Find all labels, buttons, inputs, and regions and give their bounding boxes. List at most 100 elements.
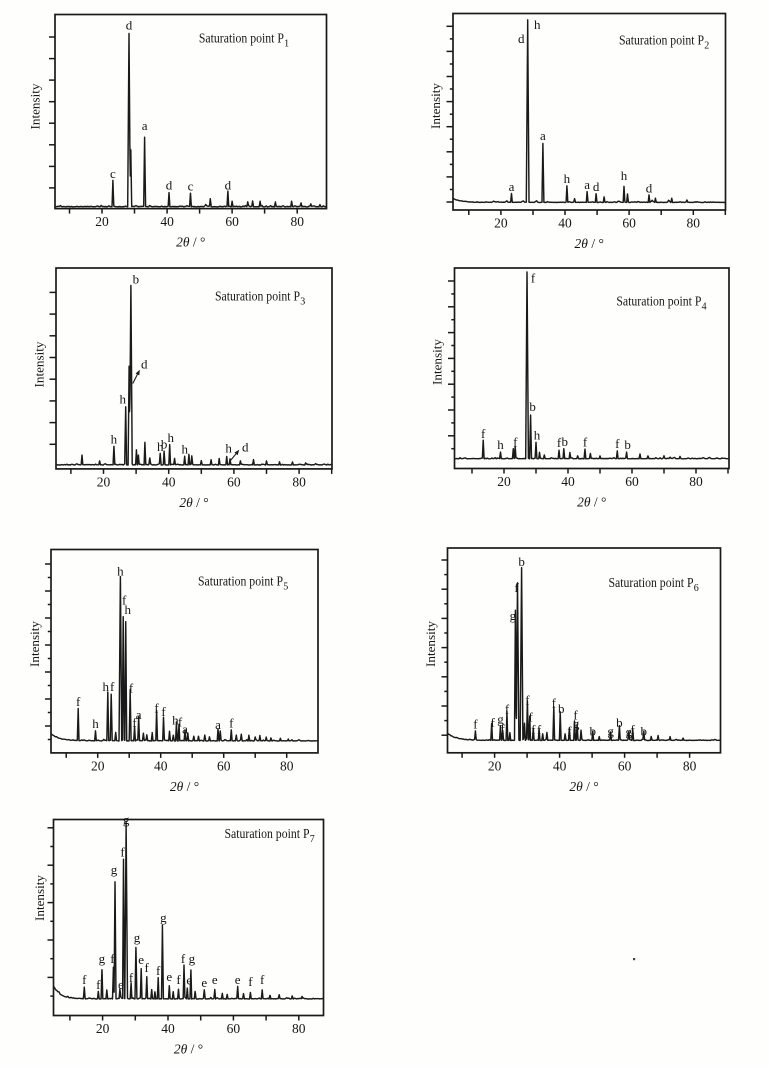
svg-text:c: c [110, 166, 116, 181]
svg-text:Intensity: Intensity [429, 82, 443, 129]
svg-text:f: f [501, 722, 506, 737]
svg-text:f: f [181, 951, 186, 966]
svg-text:g: g [626, 724, 633, 739]
svg-text:Saturation point P: Saturation point P [199, 31, 284, 46]
svg-text:40: 40 [154, 758, 168, 773]
svg-text:f: f [82, 972, 87, 987]
svg-text:b: b [590, 724, 597, 739]
svg-text:f: f [145, 960, 150, 975]
svg-text:f: f [525, 693, 530, 708]
svg-text:h: h [157, 439, 164, 454]
svg-text:d: d [126, 18, 133, 33]
svg-text:a: a [136, 707, 142, 722]
svg-text:2θ / °: 2θ / ° [577, 495, 606, 510]
svg-text:2: 2 [704, 40, 709, 51]
svg-text:g: g [607, 724, 614, 739]
svg-text:2θ / °: 2θ / ° [170, 779, 199, 794]
svg-text:h: h [534, 428, 541, 443]
svg-text:d: d [242, 440, 249, 455]
svg-text:b: b [616, 715, 623, 730]
svg-text:h: h [172, 713, 179, 728]
svg-text:d: d [141, 357, 148, 372]
svg-text:g: g [189, 951, 196, 966]
svg-text:e: e [166, 969, 172, 984]
svg-text:40: 40 [160, 214, 174, 229]
svg-text:d: d [593, 179, 600, 194]
svg-text:20: 20 [97, 474, 111, 489]
svg-text:f: f [76, 694, 81, 709]
svg-text:f: f [176, 972, 181, 987]
svg-text:20: 20 [488, 758, 502, 773]
svg-text:f: f [473, 716, 478, 731]
svg-text:h: h [225, 441, 232, 456]
svg-text:80: 80 [290, 214, 304, 229]
svg-text:6: 6 [694, 583, 699, 594]
svg-text:f: f [531, 722, 536, 737]
svg-text:40: 40 [162, 474, 176, 489]
svg-text:h: h [497, 437, 504, 452]
svg-text:b: b [161, 436, 168, 451]
svg-text:f: f [156, 963, 161, 978]
svg-text:1: 1 [284, 38, 289, 49]
svg-text:a: a [509, 179, 515, 194]
svg-text:f: f [583, 434, 588, 449]
svg-text:e: e [212, 972, 218, 987]
svg-text:g: g [497, 712, 504, 727]
svg-text:f: f [122, 593, 127, 608]
svg-text:d: d [225, 177, 232, 192]
svg-text:20: 20 [96, 1021, 110, 1036]
svg-text:h: h [564, 171, 571, 186]
svg-text:f: f [248, 974, 253, 989]
svg-text:g: g [123, 812, 130, 827]
svg-text:f: f [514, 580, 519, 595]
svg-text:f: f [161, 704, 166, 719]
svg-text:40: 40 [161, 1021, 175, 1036]
svg-text:f: f [529, 710, 534, 725]
svg-text:Saturation point P: Saturation point P [225, 826, 310, 841]
svg-text:2θ / °: 2θ / ° [575, 236, 604, 251]
svg-text:60: 60 [217, 758, 231, 773]
svg-text:g: g [111, 862, 118, 877]
svg-text:60: 60 [625, 474, 639, 489]
svg-text:f: f [531, 271, 536, 286]
svg-text:Saturation point P: Saturation point P [619, 33, 704, 48]
svg-text:a: a [215, 717, 221, 732]
svg-text:f: f [557, 435, 562, 450]
svg-text:4: 4 [702, 301, 707, 312]
svg-text:60: 60 [225, 214, 239, 229]
svg-text:h: h [167, 430, 174, 445]
svg-text:80: 80 [687, 216, 701, 231]
svg-text:h: h [621, 168, 628, 183]
svg-text:f: f [567, 724, 572, 739]
svg-text:f: f [110, 679, 115, 694]
svg-text:c: c [188, 178, 194, 193]
svg-text:b: b [624, 437, 631, 452]
svg-text:f: f [513, 435, 518, 450]
svg-text:f: f [132, 715, 137, 730]
svg-text:h: h [111, 431, 118, 446]
svg-text:f: f [631, 722, 636, 737]
svg-text:b: b [558, 701, 565, 716]
svg-text:e: e [201, 975, 207, 990]
svg-text:f: f [491, 715, 496, 730]
svg-text:2θ / °: 2θ / ° [569, 779, 598, 794]
svg-text:Saturation point P: Saturation point P [609, 575, 694, 590]
svg-text:60: 60 [227, 474, 241, 489]
svg-text:Intensity: Intensity [28, 620, 42, 667]
svg-text:a: a [584, 177, 590, 192]
svg-text:h: h [124, 602, 131, 617]
svg-text:f: f [552, 696, 557, 711]
svg-text:20: 20 [494, 216, 508, 231]
svg-text:80: 80 [689, 474, 703, 489]
svg-text:d: d [518, 31, 525, 46]
svg-text:Saturation point P: Saturation point P [215, 289, 300, 304]
svg-text:f: f [120, 845, 125, 860]
svg-text:f: f [229, 716, 234, 731]
svg-text:f: f [505, 702, 510, 717]
svg-text:b: b [133, 272, 140, 287]
svg-text:f: f [178, 715, 183, 730]
svg-text:Intensity: Intensity [33, 341, 47, 388]
svg-text:Saturation point P: Saturation point P [198, 574, 283, 589]
svg-text:20: 20 [91, 758, 105, 773]
svg-text:f: f [615, 436, 620, 451]
